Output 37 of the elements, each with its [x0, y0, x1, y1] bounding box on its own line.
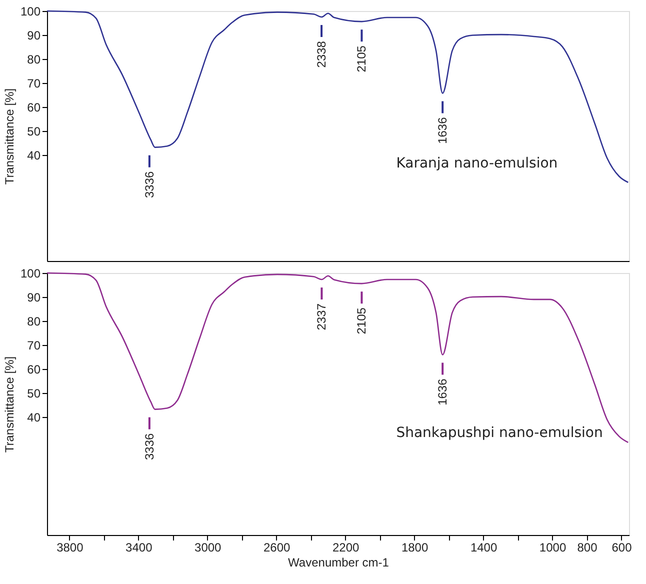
x-tick-label: 600	[612, 540, 632, 554]
y-tick-label: 100	[20, 4, 41, 18]
x-tick-label: 3800	[56, 540, 84, 554]
x-axis-title: Wavenumber cm-1	[288, 556, 390, 570]
y-tick-label: 90	[27, 290, 41, 305]
x-tick-label: 2200	[332, 540, 360, 554]
annotation: 3336	[142, 432, 156, 460]
annotation: Shankapushpi nano-emulsion	[396, 424, 603, 441]
x-tick-label: 3400	[126, 540, 153, 554]
annotation: 1636	[436, 116, 450, 144]
annotation: 2337	[314, 303, 329, 330]
x-tick-label: 1800	[401, 540, 428, 554]
y-tick-label: 40	[27, 410, 41, 425]
annotation: 1636	[436, 378, 450, 406]
y-tick-label: 40	[27, 148, 41, 163]
y-tick-label: 90	[27, 28, 41, 43]
y-tick-label: 70	[27, 76, 41, 91]
annotation: 2338	[314, 40, 329, 68]
y-axis-title: Transmittance [%]	[2, 88, 16, 185]
y-tick-label: 80	[27, 314, 41, 329]
annotation: 2105	[354, 45, 369, 72]
y-tick-label: 60	[27, 362, 41, 377]
y-tick-label: 70	[27, 338, 41, 353]
y-tick-label: 60	[27, 100, 41, 115]
x-tick-label: 800	[577, 540, 598, 554]
annotation: Karanja nano-emulsion	[396, 156, 558, 172]
x-tick-label: 3000	[194, 540, 222, 554]
x-tick-label: 2600	[264, 540, 291, 554]
annotation: 3336	[142, 170, 156, 198]
x-tick-label: 1000	[539, 540, 566, 554]
x-tick-label: 1400	[470, 540, 498, 554]
y-axis-title: Transmittance [%]	[2, 356, 16, 453]
y-tick-label: 50	[27, 124, 41, 139]
y-tick-label: 80	[27, 52, 41, 67]
y-tick-label: 100	[20, 266, 41, 280]
annotation: 2105	[354, 307, 369, 334]
y-tick-label: 50	[27, 386, 41, 401]
